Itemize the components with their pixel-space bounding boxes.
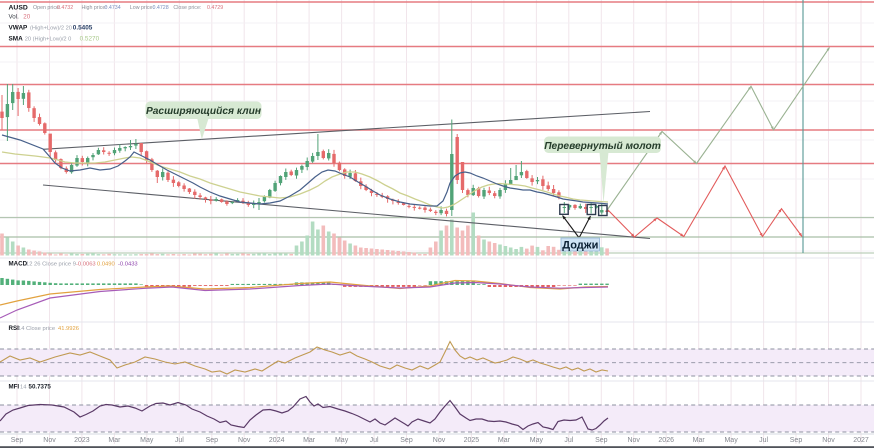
svg-text:Jul: Jul xyxy=(564,437,573,444)
svg-text:Mar: Mar xyxy=(303,437,316,444)
svg-text:0.4734: 0.4734 xyxy=(105,5,121,11)
svg-text:41.9926: 41.9926 xyxy=(58,326,79,332)
svg-text:Расширяющийся клин: Расширяющийся клин xyxy=(146,106,261,117)
svg-text:Sep: Sep xyxy=(595,437,608,444)
svg-text:Доджи: Доджи xyxy=(562,240,598,252)
svg-text:-0.0063: -0.0063 xyxy=(76,262,96,268)
svg-text:2023: 2023 xyxy=(74,437,90,444)
svg-text:14 Close price: 14 Close price xyxy=(18,326,55,332)
svg-text:0.5270: 0.5270 xyxy=(80,36,100,43)
svg-text:2024: 2024 xyxy=(269,437,285,444)
svg-text:20: 20 xyxy=(23,14,30,21)
svg-text:Jul: Jul xyxy=(370,437,379,444)
svg-text:(High+Low)/2 20: (High+Low)/2 20 xyxy=(30,26,72,32)
svg-text:May: May xyxy=(724,437,738,444)
svg-text:Mar: Mar xyxy=(498,437,511,444)
svg-text:50.7375: 50.7375 xyxy=(29,384,52,391)
svg-text:0.4732: 0.4732 xyxy=(57,5,73,11)
svg-text:Jul: Jul xyxy=(175,437,184,444)
svg-text:0.4728: 0.4728 xyxy=(153,5,169,11)
svg-text:MFI: MFI xyxy=(9,384,20,391)
svg-text:20 (High+Low)/2 0: 20 (High+Low)/2 0 xyxy=(25,37,72,43)
svg-text:Nov: Nov xyxy=(43,437,56,444)
svg-text:May: May xyxy=(530,437,544,444)
svg-text:Nov: Nov xyxy=(238,437,251,444)
svg-text:2026: 2026 xyxy=(658,437,674,444)
svg-text:2025: 2025 xyxy=(464,437,480,444)
svg-text:0.5405: 0.5405 xyxy=(73,25,93,32)
svg-text:Nov: Nov xyxy=(433,437,446,444)
svg-text:Sep: Sep xyxy=(790,437,803,444)
svg-text:SMA: SMA xyxy=(9,36,24,43)
svg-text:Jul: Jul xyxy=(759,437,768,444)
svg-text:Nov: Nov xyxy=(822,437,835,444)
svg-text:High price:: High price: xyxy=(82,5,107,11)
svg-text:RSI: RSI xyxy=(9,325,20,332)
svg-text:0.0490: 0.0490 xyxy=(97,262,115,268)
svg-text:Close price:: Close price: xyxy=(173,5,201,11)
svg-text:14: 14 xyxy=(20,385,27,391)
svg-text:Mar: Mar xyxy=(108,437,121,444)
svg-text:Sep: Sep xyxy=(400,437,413,444)
svg-text:Sep: Sep xyxy=(11,437,24,444)
svg-text:May: May xyxy=(335,437,349,444)
svg-text:Sep: Sep xyxy=(206,437,219,444)
svg-text:May: May xyxy=(140,437,154,444)
svg-text:Vol.: Vol. xyxy=(9,14,20,21)
svg-text:Open price:: Open price: xyxy=(33,5,60,11)
svg-text:AUSD: AUSD xyxy=(9,4,28,11)
svg-text:12 26 Close price 9: 12 26 Close price 9 xyxy=(26,262,76,268)
svg-text:2027: 2027 xyxy=(853,437,869,444)
svg-text:VWAP: VWAP xyxy=(9,25,29,32)
svg-text:-0.0433: -0.0433 xyxy=(118,262,138,268)
svg-text:0.4729: 0.4729 xyxy=(207,5,223,11)
svg-text:Nov: Nov xyxy=(627,437,640,444)
svg-text:MACD: MACD xyxy=(9,261,28,268)
svg-text:Перевернутый молот: Перевернутый молот xyxy=(544,141,661,152)
svg-text:Low price:: Low price: xyxy=(130,5,154,11)
svg-text:Mar: Mar xyxy=(693,437,706,444)
